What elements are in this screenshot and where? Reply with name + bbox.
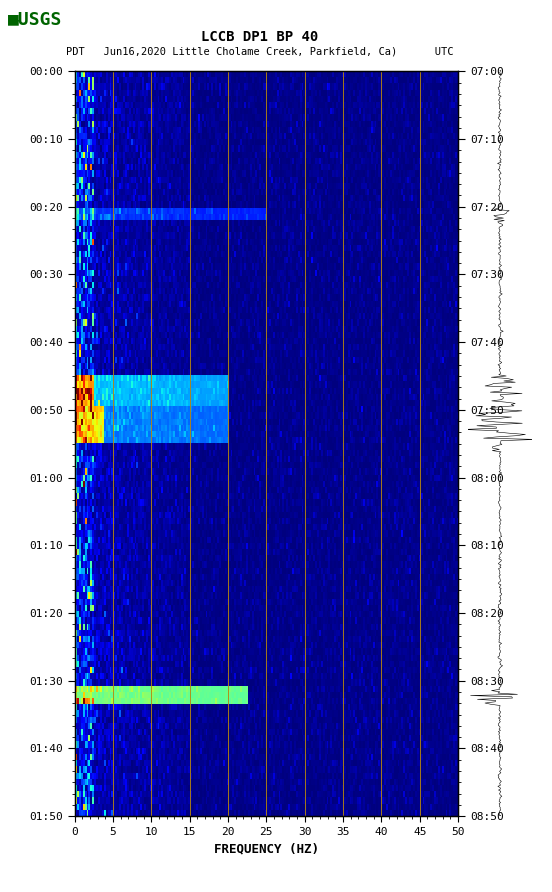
Text: PDT   Jun16,2020 Little Cholame Creek, Parkfield, Ca)      UTC: PDT Jun16,2020 Little Cholame Creek, Par…: [66, 46, 453, 56]
X-axis label: FREQUENCY (HZ): FREQUENCY (HZ): [214, 842, 319, 855]
Text: LCCB DP1 BP 40: LCCB DP1 BP 40: [201, 30, 318, 45]
Text: ■USGS: ■USGS: [8, 11, 63, 29]
